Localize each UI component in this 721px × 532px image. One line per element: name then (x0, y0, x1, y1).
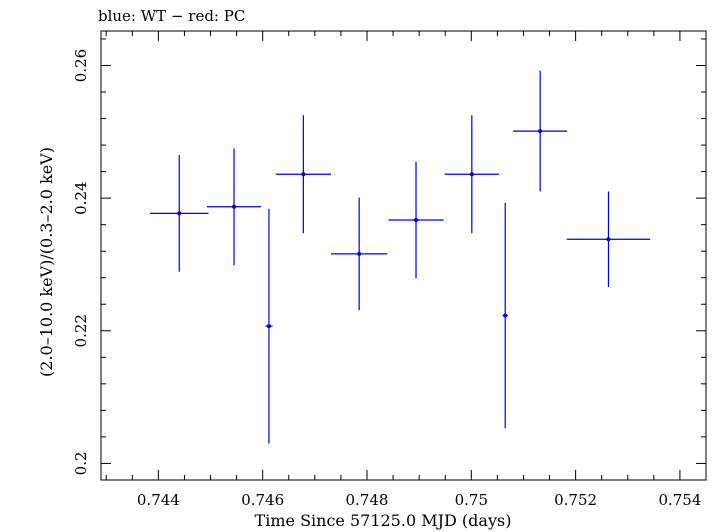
data-point (502, 202, 508, 429)
x-tick-label: 0.746 (241, 491, 284, 509)
data-point (206, 148, 262, 266)
point-marker (503, 313, 508, 318)
point-marker (301, 172, 306, 177)
data-point (388, 161, 444, 279)
x-tick-label: 0.754 (658, 491, 701, 509)
data-point (513, 70, 568, 192)
y-tick-label: 0.24 (72, 181, 90, 214)
data-point (566, 191, 651, 288)
point-marker (414, 218, 419, 223)
data-point (275, 115, 332, 234)
data-point (444, 115, 499, 234)
x-tick-label: 0.748 (346, 491, 389, 509)
data-point (150, 155, 209, 272)
point-marker (177, 211, 182, 216)
data-series-wt (150, 70, 651, 444)
x-axis-ticks: 0.744 0.746 0.748 0.75 0.752 0.754 (105, 31, 707, 509)
y-axis-label: (2.0–10.0 keV)/(0.3–2.0 keV) (37, 147, 56, 377)
point-marker (266, 324, 271, 329)
point-marker (357, 251, 362, 256)
point-marker (469, 172, 474, 177)
x-axis-label: Time Since 57125.0 MJD (days) (255, 511, 512, 530)
point-marker (606, 237, 611, 242)
point-marker (538, 129, 543, 134)
plot-frame (100, 30, 707, 481)
y-tick-label: 0.22 (72, 314, 90, 347)
data-point (265, 208, 273, 444)
y-tick-label: 0.26 (72, 49, 90, 82)
chart-title: blue: WT − red: PC (98, 7, 245, 25)
y-axis-ticks: 0.2 0.22 0.24 0.26 (72, 38, 706, 475)
x-tick-label: 0.75 (455, 491, 488, 509)
y-tick-label: 0.2 (72, 451, 90, 475)
data-point (331, 197, 388, 311)
point-marker (231, 204, 236, 209)
x-tick-label: 0.752 (554, 491, 597, 509)
x-tick-label: 0.744 (137, 491, 180, 509)
